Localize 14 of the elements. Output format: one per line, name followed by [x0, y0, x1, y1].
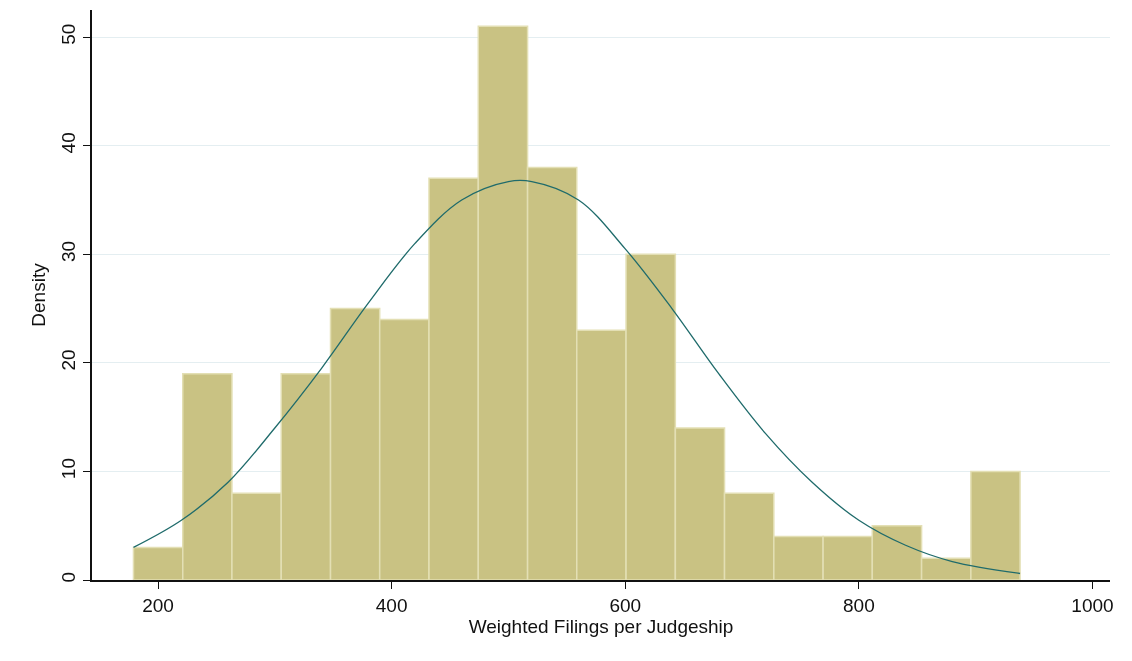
y-tick-label: 0 [58, 571, 80, 583]
line-series [132, 179, 1021, 575]
x-tick-label: 200 [142, 594, 174, 616]
y-axis-title: Density [27, 262, 49, 327]
x-tick-label: 400 [375, 594, 408, 616]
y-tick-label: 10 [58, 458, 80, 480]
y-tick-label: 20 [58, 349, 80, 371]
y-tick-label: 30 [58, 240, 80, 263]
y-tick-label: 40 [58, 132, 80, 154]
x-tick-label: 1000 [1071, 594, 1114, 616]
y-tick-label: 50 [58, 23, 80, 45]
x-axis-title: Weighted Filings per Judgeship [468, 615, 734, 637]
x-tick-label: 800 [843, 594, 875, 616]
x-tick-label: 600 [609, 594, 642, 616]
